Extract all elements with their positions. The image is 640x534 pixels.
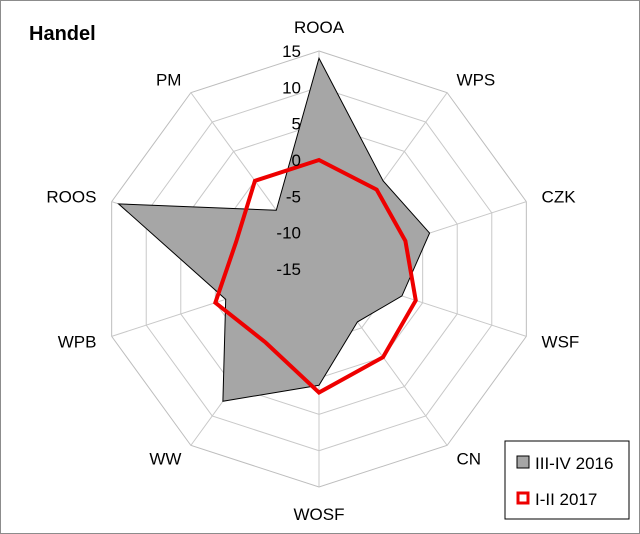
tick-label-0: 0	[292, 151, 301, 170]
legend-label-i-ii-2017: I-II 2017	[535, 490, 597, 509]
category-label-layer: ROOA WPS CZK WSF CN WOSF WW WPB ROOS PM	[46, 18, 579, 524]
tick-layer: 15 10 5 0 -5 -10 -15	[276, 42, 301, 279]
tick-label-5: -5	[286, 187, 301, 206]
category-label-pm: PM	[156, 71, 182, 90]
legend-box	[504, 440, 630, 520]
category-label-czk: CZK	[542, 188, 577, 207]
legend: III-IV 2016 I-II 2017	[504, 440, 630, 520]
category-label-wps: WPS	[457, 71, 496, 90]
tick-label-15: 15	[282, 42, 301, 61]
category-label-roos: ROOS	[46, 188, 96, 207]
tick-label-10: -10	[276, 224, 301, 243]
legend-label-iii-iv-2016: III-IV 2016	[535, 454, 613, 473]
chart-title: Handel	[29, 23, 96, 45]
legend-swatch-iii-iv-2016	[516, 455, 530, 469]
tick-label-5: 5	[292, 115, 301, 134]
series-iii-iv-2016	[117, 56, 431, 402]
category-label-rooa: ROOA	[294, 18, 345, 37]
category-label-cn: CN	[457, 449, 482, 468]
category-label-wsf: WSF	[542, 332, 580, 351]
legend-swatch-i-ii-2017	[516, 491, 530, 505]
series-i-ii-2017	[212, 157, 418, 395]
series-layer	[117, 56, 431, 402]
category-label-wosf: WOSF	[294, 505, 345, 524]
category-label-ww: WW	[149, 449, 181, 468]
category-label-wpb: WPB	[58, 332, 97, 351]
tick-label-15: -15	[276, 260, 301, 279]
tick-label-10: 10	[282, 78, 301, 97]
